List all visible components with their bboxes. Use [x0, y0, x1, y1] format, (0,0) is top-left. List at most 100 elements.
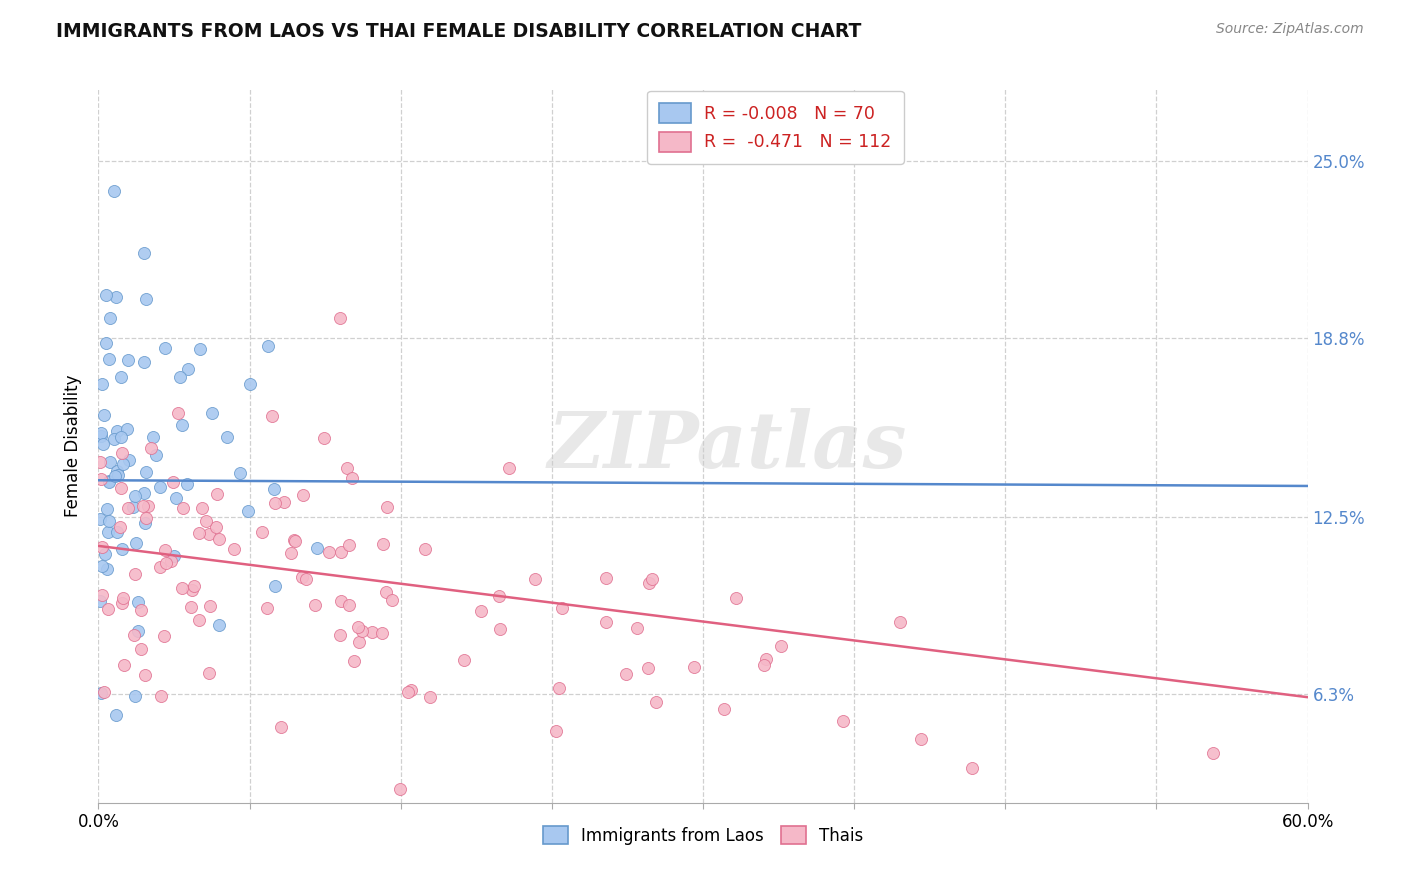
- Point: [98, 455, 121, 469]
- Point: [98, 475, 121, 489]
- Point: [371, 626, 394, 640]
- Legend: Immigrants from Laos, Thais: Immigrants from Laos, Thais: [536, 820, 870, 852]
- Point: [104, 469, 127, 483]
- Point: [215, 430, 238, 444]
- Point: [103, 184, 125, 198]
- Point: [124, 690, 146, 704]
- Point: [112, 657, 135, 672]
- Point: [637, 576, 659, 591]
- Point: [329, 310, 352, 325]
- Point: [291, 488, 314, 502]
- Point: [91, 588, 114, 602]
- Point: [167, 406, 190, 420]
- Point: [264, 496, 287, 510]
- Point: [134, 516, 156, 530]
- Point: [89, 455, 111, 469]
- Point: [117, 501, 139, 516]
- Point: [222, 542, 245, 557]
- Point: [548, 681, 571, 696]
- Point: [375, 500, 398, 515]
- Point: [93, 685, 115, 699]
- Point: [337, 598, 360, 612]
- Point: [104, 707, 127, 722]
- Point: [94, 288, 117, 302]
- Point: [889, 615, 911, 629]
- Point: [100, 311, 122, 326]
- Point: [198, 666, 221, 681]
- Point: [337, 538, 360, 552]
- Point: [551, 600, 574, 615]
- Point: [595, 571, 617, 585]
- Point: [153, 629, 176, 643]
- Point: [263, 482, 285, 496]
- Point: [346, 620, 368, 634]
- Point: [340, 471, 363, 485]
- Point: [177, 362, 200, 376]
- Point: [90, 426, 112, 441]
- Point: [264, 579, 287, 593]
- Point: [205, 520, 228, 534]
- Point: [252, 525, 274, 540]
- Point: [614, 667, 637, 681]
- Point: [155, 556, 177, 570]
- Point: [110, 370, 132, 384]
- Point: [94, 336, 117, 351]
- Point: [188, 342, 211, 356]
- Point: [350, 624, 373, 638]
- Point: [498, 460, 520, 475]
- Point: [139, 441, 162, 455]
- Point: [396, 685, 419, 699]
- Point: [112, 591, 135, 606]
- Point: [118, 453, 141, 467]
- Point: [165, 491, 187, 505]
- Point: [371, 537, 394, 551]
- Point: [201, 406, 224, 420]
- Point: [127, 595, 149, 609]
- Point: [544, 723, 567, 738]
- Point: [135, 465, 157, 479]
- Point: [155, 543, 177, 558]
- Point: [1202, 746, 1225, 760]
- Point: [129, 602, 152, 616]
- Point: [595, 615, 617, 629]
- Point: [135, 511, 157, 525]
- Point: [97, 602, 120, 616]
- Point: [290, 570, 312, 584]
- Point: [129, 642, 152, 657]
- Point: [90, 472, 112, 486]
- Point: [96, 501, 118, 516]
- Point: [111, 541, 134, 556]
- Point: [713, 702, 735, 716]
- Point: [162, 549, 184, 563]
- Point: [343, 654, 366, 668]
- Point: [94, 547, 117, 561]
- Point: [91, 376, 114, 391]
- Point: [280, 545, 302, 559]
- Point: [97, 351, 120, 366]
- Point: [284, 534, 307, 549]
- Point: [752, 657, 775, 672]
- Point: [115, 422, 138, 436]
- Point: [117, 352, 139, 367]
- Point: [111, 446, 134, 460]
- Point: [205, 487, 228, 501]
- Point: [375, 585, 398, 599]
- Point: [96, 562, 118, 576]
- Point: [257, 339, 280, 353]
- Point: [724, 591, 747, 605]
- Point: [208, 617, 231, 632]
- Point: [488, 589, 510, 603]
- Point: [318, 544, 340, 558]
- Point: [110, 481, 132, 495]
- Point: [172, 581, 194, 595]
- Point: [110, 430, 132, 444]
- Point: [149, 689, 172, 703]
- Point: [641, 572, 664, 586]
- Point: [181, 583, 204, 598]
- Point: [329, 628, 352, 642]
- Point: [90, 429, 112, 443]
- Point: [121, 500, 143, 515]
- Point: [124, 566, 146, 581]
- Point: [153, 341, 176, 355]
- Point: [107, 467, 129, 482]
